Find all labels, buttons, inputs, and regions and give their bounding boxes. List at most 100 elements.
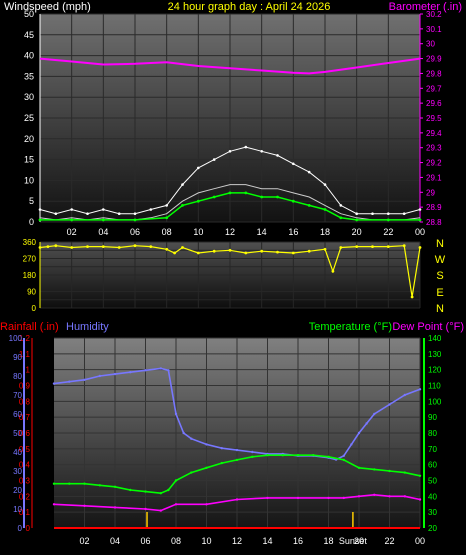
temp-x-tick: 20 — [354, 536, 364, 546]
gust-point — [117, 212, 121, 215]
dew-point — [418, 498, 422, 501]
hum-y-tick: 90 — [13, 353, 22, 362]
compass-labels: N W S E N — [435, 238, 446, 315]
dir-point — [133, 244, 137, 248]
gust-point — [418, 208, 422, 211]
temp-point — [357, 466, 361, 469]
wind-avg-point — [70, 218, 74, 222]
humidity-point — [83, 378, 86, 381]
dir-point — [355, 245, 359, 249]
wind-x-tick: 00 — [415, 227, 425, 237]
rain-axis-title: Rainfall (.in) — [0, 321, 59, 333]
wind-avg-point — [260, 195, 264, 199]
wind-line — [39, 184, 421, 221]
gust-point — [244, 145, 248, 149]
wind-x-tick: 08 — [162, 227, 172, 237]
temp-y-tick: 120 — [428, 366, 442, 375]
compass-n-top: N — [436, 238, 444, 250]
temp-y-tick: 30 — [428, 508, 437, 517]
humidity-point — [52, 382, 56, 385]
wind-x-tick: 14 — [257, 227, 267, 237]
humidity-point — [68, 380, 71, 383]
dir-point — [323, 247, 327, 251]
gust-point — [102, 208, 105, 211]
humidity-point — [182, 431, 185, 435]
baro-y-tick: 29.1 — [426, 173, 442, 182]
temp-point — [98, 484, 102, 487]
temp-line — [54, 454, 421, 495]
temp-x-tick: 04 — [110, 536, 120, 546]
temp-point — [312, 454, 315, 457]
wind-x-tick: 18 — [320, 227, 330, 237]
humidity-point — [357, 431, 361, 435]
temp-y-tick: 20 — [428, 524, 437, 533]
humidity-point — [174, 412, 178, 416]
temp-point — [266, 454, 269, 457]
gust-point — [54, 212, 58, 215]
temp-x-tick: 02 — [79, 536, 89, 546]
hum-y-tick: 30 — [13, 467, 22, 476]
temp-x-tick: 06 — [140, 536, 150, 546]
dir-point — [228, 248, 232, 252]
wind-x-tick: 10 — [193, 227, 203, 237]
temp-point — [159, 492, 162, 495]
gust-point — [212, 158, 216, 161]
temp-point — [174, 479, 178, 482]
dir-y-tick: 90 — [27, 288, 36, 297]
dir-point — [70, 246, 74, 249]
gust-point — [276, 154, 279, 157]
wind-y-tick: 10 — [24, 175, 34, 185]
temp-point — [52, 482, 56, 485]
wind-avg-point — [307, 204, 311, 207]
wind-avg-point — [355, 218, 359, 222]
temp-point — [167, 488, 170, 492]
gust-point — [260, 150, 264, 153]
gust-point — [387, 212, 390, 215]
humidity-point — [129, 371, 132, 374]
hum-y-tick: 0 — [18, 524, 23, 533]
gust-point — [70, 208, 73, 211]
wind-avg-point — [276, 195, 279, 199]
wind-y-tick: 5 — [29, 196, 34, 206]
humidity-point — [342, 454, 345, 457]
dir-y-tick: 0 — [32, 304, 37, 313]
dir-point — [291, 251, 295, 255]
dew-point — [159, 509, 162, 512]
gust-point — [339, 204, 343, 207]
dir-point — [331, 269, 335, 273]
gust-point — [149, 208, 153, 211]
temperature-axis-title: Temperature (°F) — [309, 321, 392, 333]
dir-point — [410, 295, 414, 299]
baro-y-tick: 28.8 — [426, 218, 442, 227]
dir-point — [173, 251, 177, 255]
baro-y-tick: 30.2 — [426, 10, 442, 19]
dew-point — [235, 498, 239, 501]
gust-point — [133, 212, 137, 215]
temp-point — [251, 455, 254, 458]
wind-y-tick: 25 — [24, 113, 34, 123]
temp-y-tick: 70 — [428, 445, 437, 454]
baro-y-tick: 29.2 — [426, 159, 442, 168]
dew-point — [113, 506, 117, 509]
sunset-label: Sunset — [339, 536, 368, 546]
temp-x-tick: 10 — [201, 536, 211, 546]
wind-avg-point — [101, 218, 105, 222]
wind-y-tick: 45 — [24, 30, 34, 40]
wind-y-tick: 20 — [24, 134, 34, 144]
dir-point — [101, 245, 105, 249]
dew-point — [403, 495, 406, 498]
temp-point — [83, 482, 86, 485]
dir-point — [386, 245, 390, 249]
dew-point — [266, 496, 269, 500]
temp-y-tick: 130 — [428, 350, 442, 359]
wind-x-tick: 16 — [288, 227, 298, 237]
humidity-point — [251, 450, 254, 454]
dir-y-tick: 360 — [23, 238, 37, 247]
wind-y-tick: 0 — [29, 217, 34, 227]
hum-y-tick: 20 — [13, 486, 22, 495]
gust-point — [228, 150, 232, 153]
temp-y-tick: 90 — [428, 413, 437, 422]
wind-avg-point — [291, 199, 295, 203]
gust-point — [292, 162, 295, 166]
humidity-point — [373, 412, 376, 416]
